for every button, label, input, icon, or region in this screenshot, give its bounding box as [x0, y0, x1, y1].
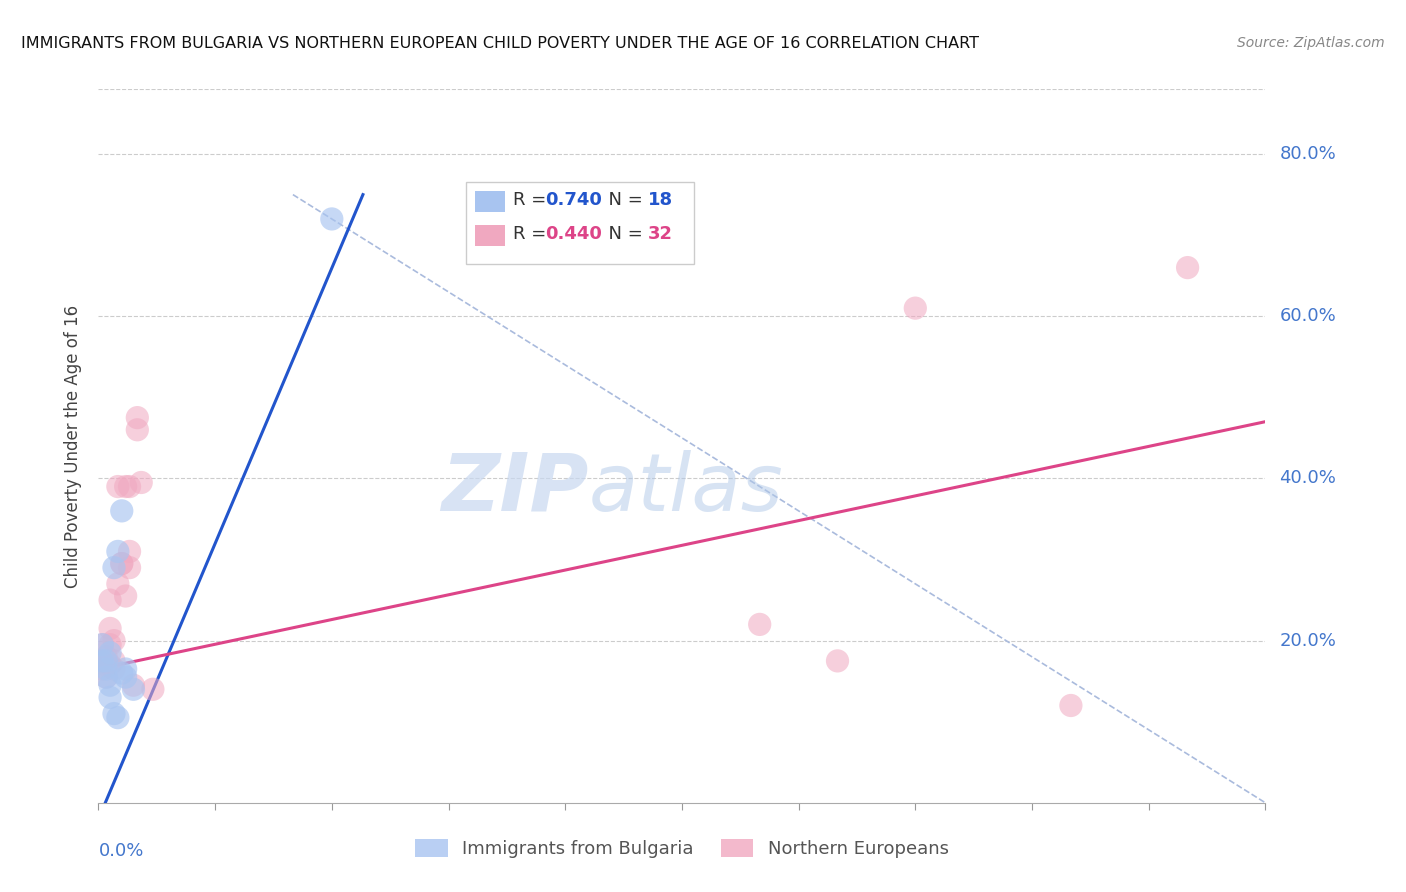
- Point: [111, 666, 134, 681]
- Point: [96, 662, 118, 676]
- FancyBboxPatch shape: [475, 225, 505, 246]
- Point: [96, 657, 118, 672]
- Point: [1177, 260, 1199, 275]
- Text: N =: N =: [596, 225, 648, 243]
- Point: [1060, 698, 1083, 713]
- Point: [748, 617, 770, 632]
- Point: [114, 589, 136, 603]
- Point: [114, 670, 136, 684]
- Point: [98, 690, 121, 705]
- Point: [114, 479, 136, 493]
- Text: Source: ZipAtlas.com: Source: ZipAtlas.com: [1237, 36, 1385, 50]
- Point: [142, 682, 165, 697]
- Text: 40.0%: 40.0%: [1279, 469, 1336, 487]
- Point: [96, 670, 118, 684]
- Text: IMMIGRANTS FROM BULGARIA VS NORTHERN EUROPEAN CHILD POVERTY UNDER THE AGE OF 16 : IMMIGRANTS FROM BULGARIA VS NORTHERN EUR…: [21, 36, 979, 51]
- Text: R =: R =: [513, 225, 551, 243]
- Point: [98, 678, 121, 692]
- Point: [98, 593, 121, 607]
- Point: [91, 654, 114, 668]
- Point: [118, 544, 141, 558]
- Point: [127, 410, 149, 425]
- Point: [122, 682, 145, 697]
- Text: atlas: atlas: [589, 450, 783, 528]
- Point: [103, 633, 125, 648]
- Point: [827, 654, 849, 668]
- Text: 60.0%: 60.0%: [1279, 307, 1336, 326]
- Point: [321, 211, 343, 226]
- Text: 0.0%: 0.0%: [98, 842, 143, 860]
- Point: [91, 638, 114, 652]
- Y-axis label: Child Poverty Under the Age of 16: Child Poverty Under the Age of 16: [65, 304, 83, 588]
- Point: [107, 479, 129, 493]
- Point: [118, 560, 141, 574]
- Point: [96, 670, 118, 684]
- Point: [103, 662, 125, 676]
- Point: [91, 654, 114, 668]
- Point: [91, 638, 114, 652]
- Text: 0.740: 0.740: [546, 191, 602, 209]
- Text: 20.0%: 20.0%: [1279, 632, 1336, 649]
- Text: ZIP: ZIP: [441, 450, 589, 528]
- Point: [107, 711, 129, 725]
- Point: [103, 560, 125, 574]
- Point: [127, 423, 149, 437]
- Point: [129, 475, 152, 490]
- Point: [107, 577, 129, 591]
- Point: [114, 662, 136, 676]
- Point: [111, 557, 134, 571]
- Point: [98, 646, 121, 660]
- Point: [98, 638, 121, 652]
- Text: 80.0%: 80.0%: [1279, 145, 1336, 163]
- Point: [111, 504, 134, 518]
- Point: [118, 479, 141, 493]
- Text: 32: 32: [648, 225, 673, 243]
- Point: [111, 557, 134, 571]
- Text: R =: R =: [513, 191, 551, 209]
- Point: [96, 649, 118, 664]
- Point: [103, 706, 125, 721]
- Point: [96, 654, 118, 668]
- Legend: Immigrants from Bulgaria, Northern Europeans: Immigrants from Bulgaria, Northern Europ…: [408, 831, 956, 865]
- Point: [98, 622, 121, 636]
- Text: N =: N =: [596, 191, 648, 209]
- Point: [904, 301, 927, 315]
- Point: [107, 544, 129, 558]
- FancyBboxPatch shape: [475, 191, 505, 212]
- Point: [103, 654, 125, 668]
- Point: [122, 678, 145, 692]
- FancyBboxPatch shape: [465, 182, 693, 264]
- Text: 18: 18: [648, 191, 673, 209]
- Point: [98, 657, 121, 672]
- Point: [91, 662, 114, 676]
- Text: 0.440: 0.440: [546, 225, 602, 243]
